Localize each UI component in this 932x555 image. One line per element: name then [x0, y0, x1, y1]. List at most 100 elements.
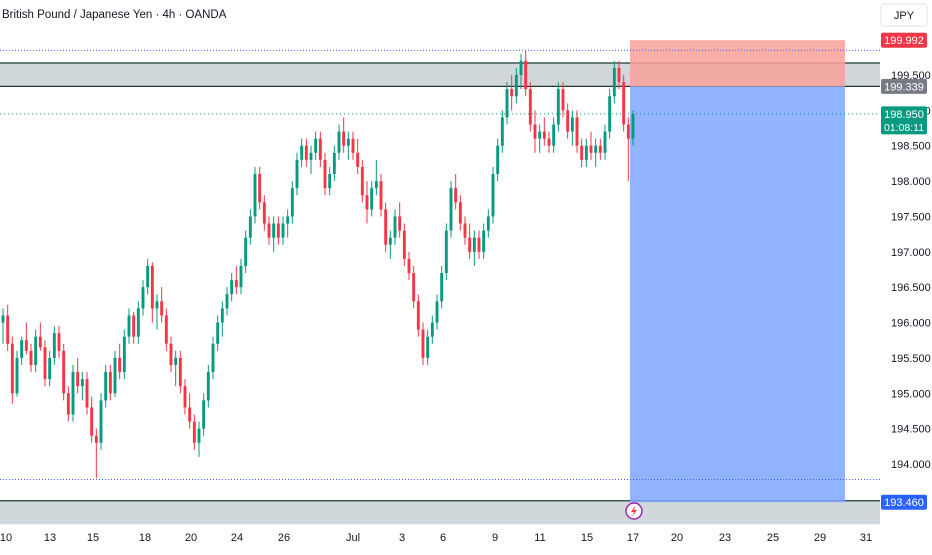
- candle[interactable]: [34, 329, 38, 373]
- candle[interactable]: [388, 230, 392, 259]
- candle[interactable]: [505, 82, 509, 125]
- candle[interactable]: [290, 181, 294, 224]
- candle[interactable]: [533, 110, 537, 153]
- candle[interactable]: [598, 138, 602, 160]
- candle[interactable]: [99, 393, 103, 450]
- candle[interactable]: [379, 174, 383, 217]
- candle[interactable]: [477, 230, 481, 259]
- candle[interactable]: [622, 75, 626, 132]
- candle[interactable]: [570, 110, 574, 146]
- candle[interactable]: [248, 209, 252, 245]
- candle[interactable]: [76, 357, 80, 394]
- candle[interactable]: [426, 329, 430, 365]
- candle[interactable]: [365, 181, 369, 224]
- candle[interactable]: [374, 159, 378, 196]
- candle[interactable]: [566, 103, 570, 139]
- candle[interactable]: [183, 379, 187, 415]
- candle[interactable]: [631, 110, 635, 146]
- candle[interactable]: [141, 280, 145, 316]
- candle[interactable]: [337, 124, 341, 160]
- candle[interactable]: [104, 364, 108, 408]
- candle[interactable]: [118, 343, 122, 380]
- candle[interactable]: [71, 364, 75, 422]
- candle[interactable]: [435, 294, 439, 330]
- candle[interactable]: [216, 315, 220, 351]
- candle[interactable]: [356, 138, 360, 175]
- candle[interactable]: [468, 223, 472, 259]
- candle[interactable]: [612, 60, 616, 104]
- candle[interactable]: [85, 372, 89, 415]
- candle[interactable]: [500, 110, 504, 153]
- candle[interactable]: [276, 216, 280, 245]
- target-price-label[interactable]: 193.460: [881, 494, 927, 510]
- candle[interactable]: [430, 315, 434, 344]
- candle[interactable]: [136, 301, 140, 344]
- candle[interactable]: [351, 131, 355, 160]
- candle[interactable]: [43, 340, 47, 387]
- candle[interactable]: [155, 294, 159, 330]
- candle[interactable]: [318, 131, 322, 167]
- candle[interactable]: [160, 287, 164, 323]
- candle[interactable]: [206, 364, 210, 408]
- candle[interactable]: [132, 311, 136, 344]
- candle[interactable]: [80, 372, 84, 401]
- candle[interactable]: [146, 258, 150, 295]
- entry-price-label[interactable]: 199.339: [881, 78, 927, 94]
- candle[interactable]: [449, 181, 453, 238]
- candle[interactable]: [384, 202, 388, 252]
- candle[interactable]: [52, 326, 56, 365]
- candle[interactable]: [262, 195, 266, 231]
- candle[interactable]: [370, 181, 374, 217]
- candle[interactable]: [38, 322, 42, 351]
- candle[interactable]: [603, 124, 607, 160]
- candle[interactable]: [113, 350, 117, 397]
- candle[interactable]: [62, 343, 66, 401]
- take-profit-area[interactable]: [630, 86, 845, 503]
- candle[interactable]: [556, 82, 560, 132]
- candle[interactable]: [463, 216, 467, 245]
- candle[interactable]: [617, 60, 621, 90]
- candle[interactable]: [519, 53, 523, 90]
- candle[interactable]: [150, 262, 154, 323]
- candle[interactable]: [472, 230, 476, 266]
- candle[interactable]: [234, 265, 238, 295]
- candle[interactable]: [304, 138, 308, 167]
- candle[interactable]: [20, 336, 24, 365]
- candle[interactable]: [122, 329, 126, 380]
- candle[interactable]: [491, 166, 495, 224]
- candle[interactable]: [514, 67, 518, 104]
- candle[interactable]: [239, 258, 243, 295]
- candle[interactable]: [416, 294, 420, 337]
- candle[interactable]: [15, 350, 19, 397]
- candle[interactable]: [188, 393, 192, 429]
- support-zone[interactable]: [0, 500, 880, 524]
- candle[interactable]: [580, 138, 584, 167]
- candle[interactable]: [561, 82, 565, 118]
- candle[interactable]: [538, 124, 542, 153]
- candle[interactable]: [90, 396, 94, 443]
- candle[interactable]: [267, 216, 271, 245]
- candle[interactable]: [202, 393, 206, 436]
- candle[interactable]: [407, 251, 411, 281]
- candle[interactable]: [528, 82, 532, 132]
- candle[interactable]: [584, 138, 588, 167]
- candle[interactable]: [197, 421, 201, 457]
- candle[interactable]: [178, 350, 182, 394]
- candle[interactable]: [164, 308, 168, 351]
- candle[interactable]: [482, 223, 486, 259]
- candle[interactable]: [127, 308, 131, 344]
- candle[interactable]: [393, 209, 397, 245]
- candle[interactable]: [258, 166, 262, 210]
- candle[interactable]: [220, 301, 224, 337]
- candle[interactable]: [66, 386, 70, 422]
- candle[interactable]: [169, 336, 173, 373]
- candle[interactable]: [542, 117, 546, 146]
- candle[interactable]: [575, 110, 579, 153]
- candle[interactable]: [496, 138, 500, 182]
- candle[interactable]: [94, 428, 98, 479]
- stop-loss-area[interactable]: [630, 40, 845, 87]
- candle[interactable]: [48, 350, 52, 387]
- candle[interactable]: [230, 273, 234, 302]
- candle[interactable]: [328, 166, 332, 196]
